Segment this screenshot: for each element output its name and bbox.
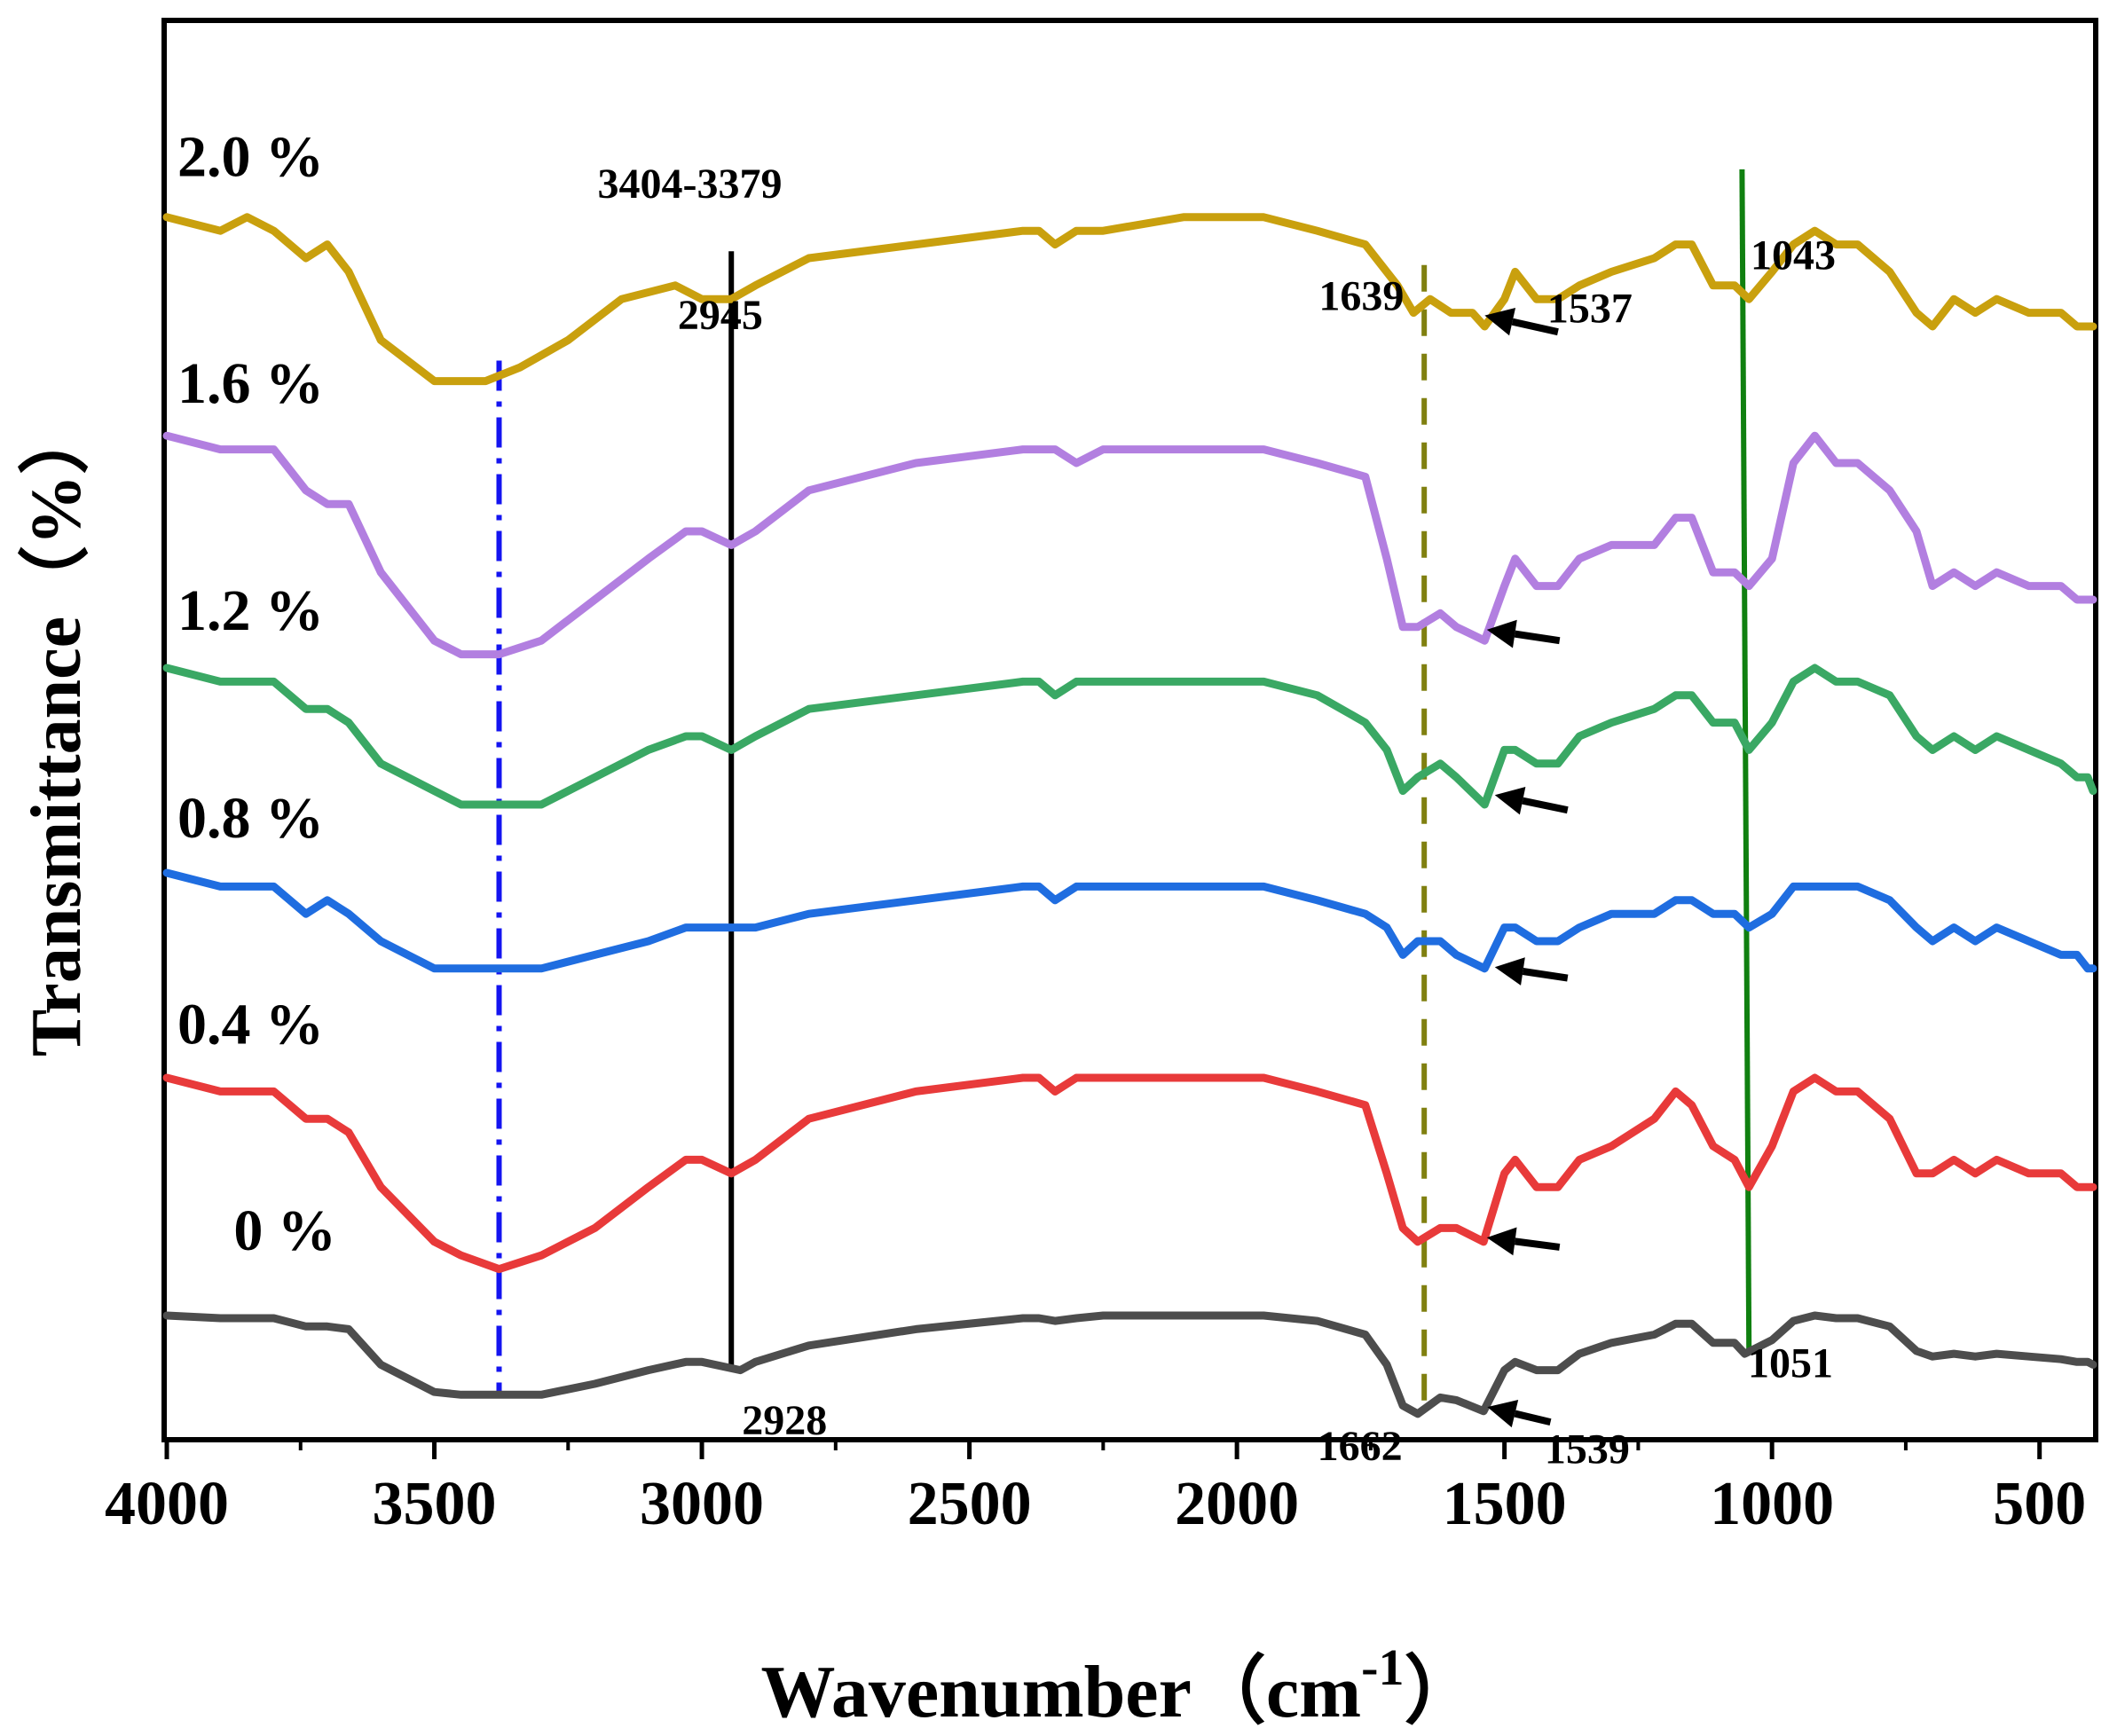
series-label: 1.2 % [177,578,324,643]
x-tick-label: 2500 [908,1470,1032,1538]
plot-frame [161,18,2098,1442]
arrow-shaft [1522,968,1569,982]
x-tick-label: 1000 [1710,1470,1834,1538]
x-axis-title: Wavenumber（cm-1） [761,1638,1479,1733]
x-tick-label: 1500 [1443,1470,1567,1538]
series-label-layer: 2.0 % 1.6 % 1.2 % 0.8 % 0.4 % 0 % [177,125,336,1263]
arrow-layer [1484,308,1569,1428]
arrow-1.6 [1486,619,1561,648]
series-line-2 [162,664,2097,809]
arrow-shaft [1514,1237,1561,1251]
peak-annotation: 1051 [1748,1339,1833,1386]
series-label: 0.8 % [177,786,324,851]
line-1051-1043 [1739,169,1752,1355]
series-line-5 [162,1311,2097,1418]
series-line-0 [162,213,2097,386]
x-tick-label: 4000 [105,1470,229,1538]
arrow-shaft [1511,318,1559,336]
peak-annotation: 1639 [1318,273,1404,320]
arrow-1.2 [1494,787,1569,815]
series-label: 0.4 % [177,993,324,1057]
arrow-0.8 [1494,957,1569,986]
arrow-shaft [1514,630,1561,645]
peak-annotation: 1537 [1547,285,1633,332]
tick-labels: 4000 3500 3000 2500 2000 1500 1000 500 [105,1470,2086,1538]
x-tick-label: 3000 [640,1470,764,1538]
arrow-head [1494,787,1526,815]
reference-lines [496,169,1752,1414]
arrow-head [1484,308,1516,336]
x-axis-title-close: ） [1404,1651,1478,1733]
arrow-2.0 [1484,308,1559,336]
peak-annotation: 1662 [1318,1423,1403,1470]
arrow-head [1486,619,1517,648]
arrow-head [1486,1227,1517,1256]
annotation-layer: 3404-3379 2945 2928 1639 1537 1043 1662 1539 105… [597,161,1836,1473]
arrow-head [1494,957,1525,986]
x-tick-label: 2000 [1175,1470,1299,1538]
series-layer [162,213,2097,1418]
arrow-head [1487,1399,1519,1428]
series-label: 2.0 % [177,125,324,190]
x-tick-label: 3500 [373,1470,497,1538]
series-label: 1.6 % [177,351,324,416]
peak-annotation: 2928 [742,1397,827,1444]
series-label: 0 % [233,1198,336,1263]
series-line-1 [162,431,2097,659]
peak-annotation: 3404-3379 [597,161,782,208]
series-line-4 [162,1073,2097,1274]
peak-annotation: 1043 [1751,232,1836,279]
arrow-0.4 [1486,1227,1561,1256]
tick-marks [164,1440,2042,1459]
arrow-shaft [1514,1410,1552,1426]
arrow-shaft [1522,797,1569,814]
arrow-0 [1487,1399,1552,1428]
peak-annotation: 1539 [1545,1426,1630,1473]
x-axis-title-sup: -1 [1361,1638,1404,1696]
x-axis-title-main: Wavenumber（cm [761,1651,1362,1733]
peak-annotation: 2945 [678,292,763,339]
y-axis-title: Transmittance（%） [18,404,96,1057]
x-tick-label: 500 [1993,1470,2086,1538]
series-line-3 [162,868,2097,973]
